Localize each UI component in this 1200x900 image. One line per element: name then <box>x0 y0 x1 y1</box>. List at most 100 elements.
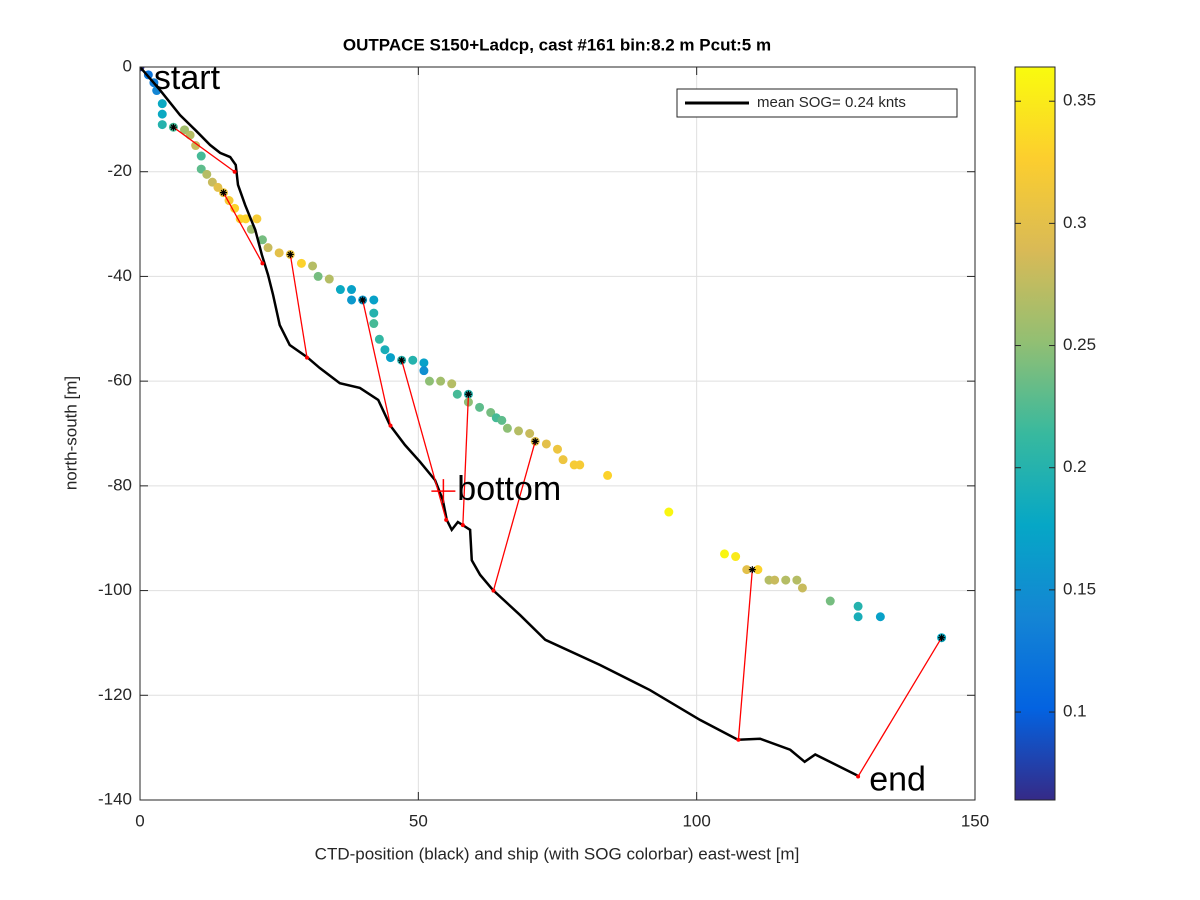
ship-point <box>447 379 457 389</box>
ship-star <box>748 566 756 574</box>
y-tick-label: 0 <box>123 56 132 75</box>
ctd-dot <box>305 355 309 360</box>
ctd-dot <box>388 423 393 428</box>
axes-box <box>139 66 976 801</box>
ship-point <box>502 423 512 433</box>
ship-point <box>157 120 167 130</box>
annotation: start <box>154 59 221 97</box>
ship-point <box>308 261 318 271</box>
ship-point <box>770 575 780 585</box>
colorbar-tick-label: 0.15 <box>1063 579 1096 598</box>
ship-star <box>531 437 539 445</box>
link-line <box>401 360 447 521</box>
x-tick-label: 50 <box>409 811 428 830</box>
ship-star <box>464 390 472 398</box>
ctd-dot <box>232 169 237 174</box>
link-line <box>289 254 308 358</box>
annotation: end <box>869 761 926 799</box>
ship-point <box>514 426 524 436</box>
ship-point <box>781 575 791 585</box>
x-tick-label: 100 <box>682 811 710 830</box>
ship-point <box>875 612 885 622</box>
ship-point <box>497 415 507 425</box>
ship-point <box>419 366 429 376</box>
x-tick-label: 0 <box>135 811 144 830</box>
legend: mean SOG= 0.24 knts <box>676 88 958 118</box>
colorbar-tick-label: 0.35 <box>1063 91 1096 110</box>
ship-point <box>408 355 418 365</box>
ctd-dot <box>856 774 861 779</box>
y-axis-label: north-south [m] <box>61 376 80 490</box>
colorbar-tick-label: 0.1 <box>1063 702 1087 721</box>
ship-point <box>369 308 379 318</box>
ship-point <box>386 353 395 363</box>
ship-point <box>553 444 562 454</box>
ship-point <box>424 376 434 386</box>
ship-point <box>369 319 379 329</box>
ship-star <box>398 356 406 364</box>
ctd-dot <box>444 517 449 522</box>
y-tick-label: -140 <box>98 789 132 808</box>
ship-point <box>436 376 446 386</box>
ship-point <box>525 429 535 438</box>
link-line <box>857 637 943 777</box>
ship-point <box>347 295 357 305</box>
ship-point <box>335 285 345 295</box>
ship-star <box>169 123 177 131</box>
ship-point <box>380 345 390 355</box>
colorbar-tick-label: 0.3 <box>1063 213 1087 232</box>
ship-point <box>196 151 206 161</box>
colorbar-tick-label: 0.25 <box>1063 335 1096 354</box>
ship-point <box>347 285 357 295</box>
link-line <box>737 569 753 740</box>
ship-point <box>274 248 284 258</box>
link-line <box>173 126 236 173</box>
annotation: bottom <box>457 470 561 508</box>
ship-point <box>853 601 863 611</box>
ship-star <box>359 296 367 304</box>
ship-point <box>825 596 835 606</box>
ship-point <box>664 507 674 517</box>
ship-point <box>157 109 167 119</box>
ship-point <box>475 402 485 412</box>
ship-point <box>202 169 212 179</box>
y-tick-label: -60 <box>107 371 132 390</box>
ship-point <box>731 552 741 562</box>
ship-point <box>374 334 384 344</box>
y-tick-label: -20 <box>107 161 132 180</box>
ship-point <box>263 243 273 253</box>
y-tick-label: -80 <box>107 475 132 494</box>
ship-point <box>369 295 379 305</box>
ship-point <box>575 460 585 470</box>
plot-layer <box>140 67 947 779</box>
ship-point <box>213 182 223 192</box>
ship-point <box>252 214 262 224</box>
link-line <box>222 192 264 264</box>
ship-point <box>797 583 807 593</box>
ship-point <box>157 99 167 109</box>
ship-point <box>196 164 206 174</box>
ship-point <box>452 389 462 399</box>
ctd-track <box>140 67 859 778</box>
plot-area <box>140 67 975 800</box>
ship-point <box>207 177 217 187</box>
colorbar-tick-label: 0.2 <box>1063 457 1087 476</box>
chart-title: OUTPACE S150+Ladcp, cast #161 bin:8.2 m … <box>343 35 771 54</box>
ship-point <box>180 125 190 135</box>
ship-point <box>324 274 334 284</box>
ship-point <box>558 455 568 465</box>
link-line <box>462 394 470 526</box>
y-tick-label: -120 <box>98 685 132 704</box>
ship-point <box>313 271 323 281</box>
ship-point <box>486 408 496 418</box>
y-tick-label: -100 <box>98 580 132 599</box>
ctd-dot <box>460 523 465 528</box>
ctd-dot <box>260 261 265 266</box>
ship-point <box>853 612 863 622</box>
ctd-dot <box>491 588 496 593</box>
x-axis-label: CTD-position (black) and ship (with SOG … <box>315 844 800 863</box>
ship-point <box>603 470 613 480</box>
ship-point <box>720 549 729 559</box>
ship-point <box>296 258 306 268</box>
